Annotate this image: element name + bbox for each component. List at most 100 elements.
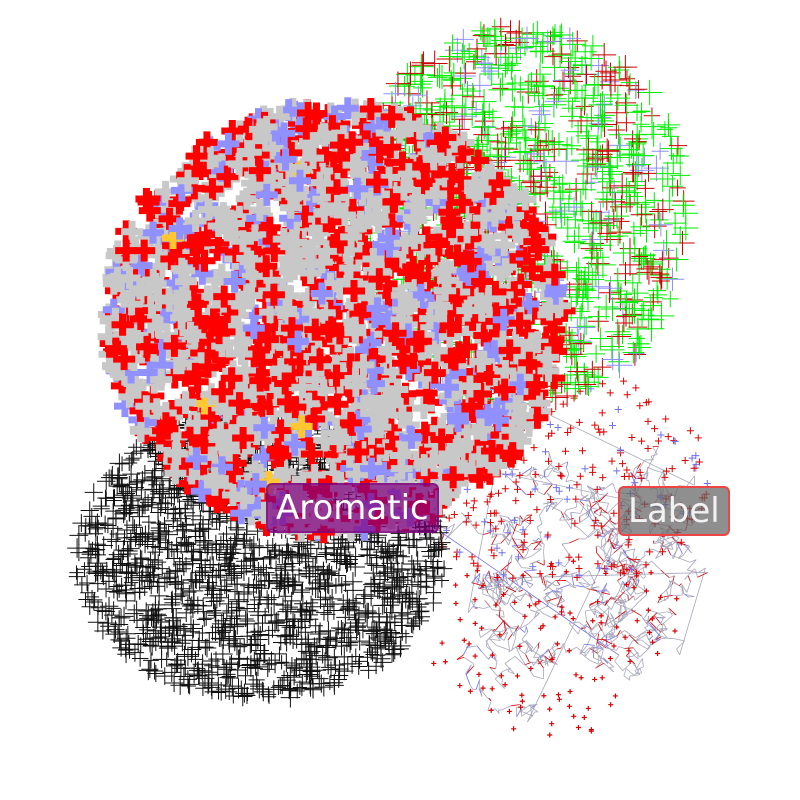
bond <box>497 577 507 588</box>
bond <box>598 506 608 514</box>
bond <box>588 528 599 538</box>
bond <box>553 497 563 500</box>
atom-marker <box>249 653 265 668</box>
bond <box>545 644 558 653</box>
bond <box>516 523 520 526</box>
atom-marker <box>113 549 129 564</box>
bond <box>533 541 542 550</box>
bond <box>639 667 643 673</box>
bond <box>568 622 579 635</box>
bond <box>628 557 638 564</box>
atom-marker <box>489 652 495 658</box>
bond <box>543 590 553 599</box>
atom-marker <box>303 603 319 619</box>
atom-marker <box>330 666 349 685</box>
bond <box>676 542 683 554</box>
atom-marker <box>528 665 534 671</box>
bond <box>670 542 673 550</box>
atom-marker <box>545 457 553 465</box>
bond <box>577 627 582 635</box>
bond <box>571 479 582 485</box>
bond <box>622 663 631 672</box>
bond <box>539 515 543 524</box>
bond <box>645 471 648 481</box>
atom-marker <box>634 301 653 320</box>
bond <box>617 577 622 581</box>
bond <box>687 575 691 582</box>
bond <box>642 658 644 668</box>
bond <box>483 606 491 609</box>
bond <box>487 586 498 591</box>
atom-marker <box>151 499 170 517</box>
bond <box>539 658 547 663</box>
bond <box>623 586 633 598</box>
bond <box>612 482 617 493</box>
atom-marker <box>608 226 629 246</box>
bond <box>671 580 683 588</box>
bond <box>538 537 545 545</box>
bond <box>456 656 465 660</box>
atom-marker <box>514 553 522 561</box>
atom-marker <box>273 676 292 695</box>
atom-marker <box>564 177 588 201</box>
atom-marker <box>581 714 587 720</box>
atom-marker <box>336 608 355 627</box>
atom-marker <box>541 448 549 456</box>
atom-marker <box>647 630 653 636</box>
bond <box>487 701 492 711</box>
atom-marker <box>474 562 482 570</box>
atom-marker <box>402 555 421 573</box>
bond <box>482 578 485 584</box>
bond <box>488 570 492 582</box>
bond <box>514 529 522 534</box>
bond <box>620 604 632 611</box>
bond <box>539 531 542 534</box>
atom-marker <box>644 417 652 425</box>
bond <box>614 591 626 603</box>
bond <box>637 571 644 579</box>
bond <box>491 534 498 546</box>
bond <box>609 516 611 522</box>
bond <box>666 611 677 616</box>
bond <box>624 603 628 614</box>
atom-marker <box>620 473 628 481</box>
bond <box>638 459 645 471</box>
bond <box>461 512 473 522</box>
bond <box>607 512 612 519</box>
atom-marker <box>207 607 224 624</box>
bond <box>609 635 619 638</box>
atom-marker <box>286 660 304 677</box>
bond <box>488 656 491 660</box>
bond <box>508 649 512 653</box>
atom-marker <box>564 429 572 437</box>
bond <box>651 560 662 571</box>
bond <box>610 631 615 635</box>
bond <box>616 646 620 651</box>
atom-marker <box>536 570 544 578</box>
atom-marker <box>412 51 435 75</box>
bond <box>587 497 597 500</box>
bond <box>634 468 638 478</box>
bond <box>559 519 571 521</box>
bond <box>487 581 492 590</box>
bond <box>604 599 609 605</box>
atom-marker <box>198 610 214 626</box>
atom-marker <box>636 179 655 198</box>
atom-marker <box>560 32 586 57</box>
atom-marker <box>642 399 650 407</box>
atom-marker <box>655 650 661 656</box>
atom-marker <box>224 627 244 646</box>
bond <box>646 627 657 635</box>
bond <box>617 598 626 603</box>
bond <box>642 576 646 579</box>
bond <box>644 548 654 553</box>
bond <box>504 655 516 664</box>
bond <box>491 542 501 546</box>
atom-marker <box>138 605 158 625</box>
bond <box>463 644 470 656</box>
bond <box>480 629 492 638</box>
atom-marker <box>548 571 556 579</box>
bond <box>528 569 537 572</box>
